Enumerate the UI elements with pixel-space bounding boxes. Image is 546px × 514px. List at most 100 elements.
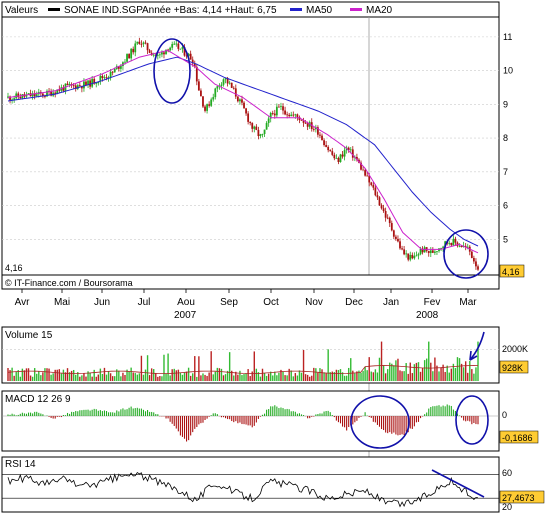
volume-bar xyxy=(386,369,389,381)
candle-body xyxy=(249,121,252,124)
candle-body xyxy=(117,66,120,69)
candle-body xyxy=(156,55,159,56)
volume-bar xyxy=(290,370,292,381)
volume-bar xyxy=(101,374,104,381)
candle-body xyxy=(236,96,239,102)
volume-bar xyxy=(155,373,157,381)
ma50-line xyxy=(7,56,479,247)
candle-body xyxy=(80,86,83,89)
volume-bar xyxy=(85,376,87,381)
volume-bar xyxy=(50,374,52,381)
candle-body xyxy=(234,88,237,97)
volume-bar xyxy=(64,372,67,381)
candle-body xyxy=(349,149,352,151)
month-label: Oct xyxy=(263,297,279,308)
candle-body xyxy=(405,253,408,255)
candle-body xyxy=(17,93,20,98)
candle-body xyxy=(472,257,475,262)
rsi-title: RSI 14 xyxy=(5,459,36,470)
volume-bar xyxy=(25,368,28,381)
volume-bar xyxy=(403,371,405,381)
candle-body xyxy=(263,129,266,134)
volume-bar xyxy=(253,351,255,381)
volume-bar xyxy=(13,375,15,381)
volume-bar xyxy=(231,370,233,381)
candle-body xyxy=(76,85,79,89)
candle-body xyxy=(58,89,61,91)
volume-bar xyxy=(251,371,253,381)
candle-body xyxy=(232,87,235,89)
candle-body xyxy=(417,254,420,256)
volume-bar xyxy=(165,373,167,381)
volume-bar xyxy=(224,374,227,381)
candle-body xyxy=(282,106,284,111)
candle-body xyxy=(212,97,215,100)
candle-body xyxy=(175,43,178,45)
candle-body xyxy=(343,150,346,157)
volume-bar xyxy=(337,370,340,381)
volume-bar xyxy=(347,367,350,381)
candle-body xyxy=(351,149,354,158)
candle-body xyxy=(452,238,455,246)
volume-bar xyxy=(471,369,473,381)
candle-body xyxy=(312,129,315,130)
volume-bar xyxy=(366,370,368,381)
candle-body xyxy=(335,158,338,159)
candle-body xyxy=(142,42,145,45)
macd-value-tag xyxy=(499,430,539,444)
header-stats: Année +Bas: 4,14 +Haut: 6,75 xyxy=(142,5,277,16)
candle-body xyxy=(475,261,477,267)
candle-body xyxy=(140,43,143,45)
candle-body xyxy=(197,81,200,91)
candle-body xyxy=(298,117,301,120)
annotation-circle-macd-right xyxy=(455,395,489,445)
price-label: 4,16 xyxy=(5,263,23,273)
volume-bar xyxy=(407,373,409,381)
volume-bar xyxy=(284,375,286,381)
candle-body xyxy=(107,77,110,79)
ma50-swatch xyxy=(290,8,302,11)
volume-bar xyxy=(331,371,333,381)
volume-bar xyxy=(212,374,214,381)
candle-body xyxy=(333,154,336,159)
candle-body xyxy=(271,113,274,114)
volume-bar xyxy=(79,376,81,381)
volume-bar xyxy=(181,374,184,381)
candle-body xyxy=(288,114,291,117)
volume-bar xyxy=(19,376,22,381)
volume-bar xyxy=(397,358,399,381)
candle-body xyxy=(356,156,358,160)
volume-bar xyxy=(9,370,11,381)
volume-bar xyxy=(274,371,276,381)
candle-body xyxy=(50,91,53,96)
candle-body xyxy=(132,48,135,53)
volume-bar xyxy=(48,368,50,381)
volume-bar xyxy=(450,368,453,381)
candle-body xyxy=(431,250,434,253)
candle-body xyxy=(466,246,469,248)
volume-bar xyxy=(107,371,110,381)
candle-body xyxy=(189,53,192,60)
volume-bar xyxy=(292,376,294,381)
volume-bar xyxy=(419,371,422,381)
volume-bar xyxy=(411,373,414,381)
volume-bar xyxy=(247,369,249,381)
price-tick-label: 10 xyxy=(503,66,513,76)
volume-bar xyxy=(358,370,360,381)
candle-body xyxy=(183,47,186,56)
volume-bar xyxy=(448,372,450,381)
candle-body xyxy=(44,96,46,97)
candle-body xyxy=(46,90,48,97)
rsi-tick-60: 60 xyxy=(502,468,512,478)
volume-bar xyxy=(436,365,438,381)
volume-bar xyxy=(278,372,280,381)
candle-body xyxy=(296,114,299,118)
volume-bar xyxy=(267,373,270,381)
volume-bar xyxy=(454,368,457,381)
volume-bar xyxy=(393,365,395,381)
volume-bar xyxy=(175,370,177,381)
volume-bar xyxy=(341,372,344,381)
candle-body xyxy=(105,77,108,79)
volume-bar xyxy=(405,363,407,381)
